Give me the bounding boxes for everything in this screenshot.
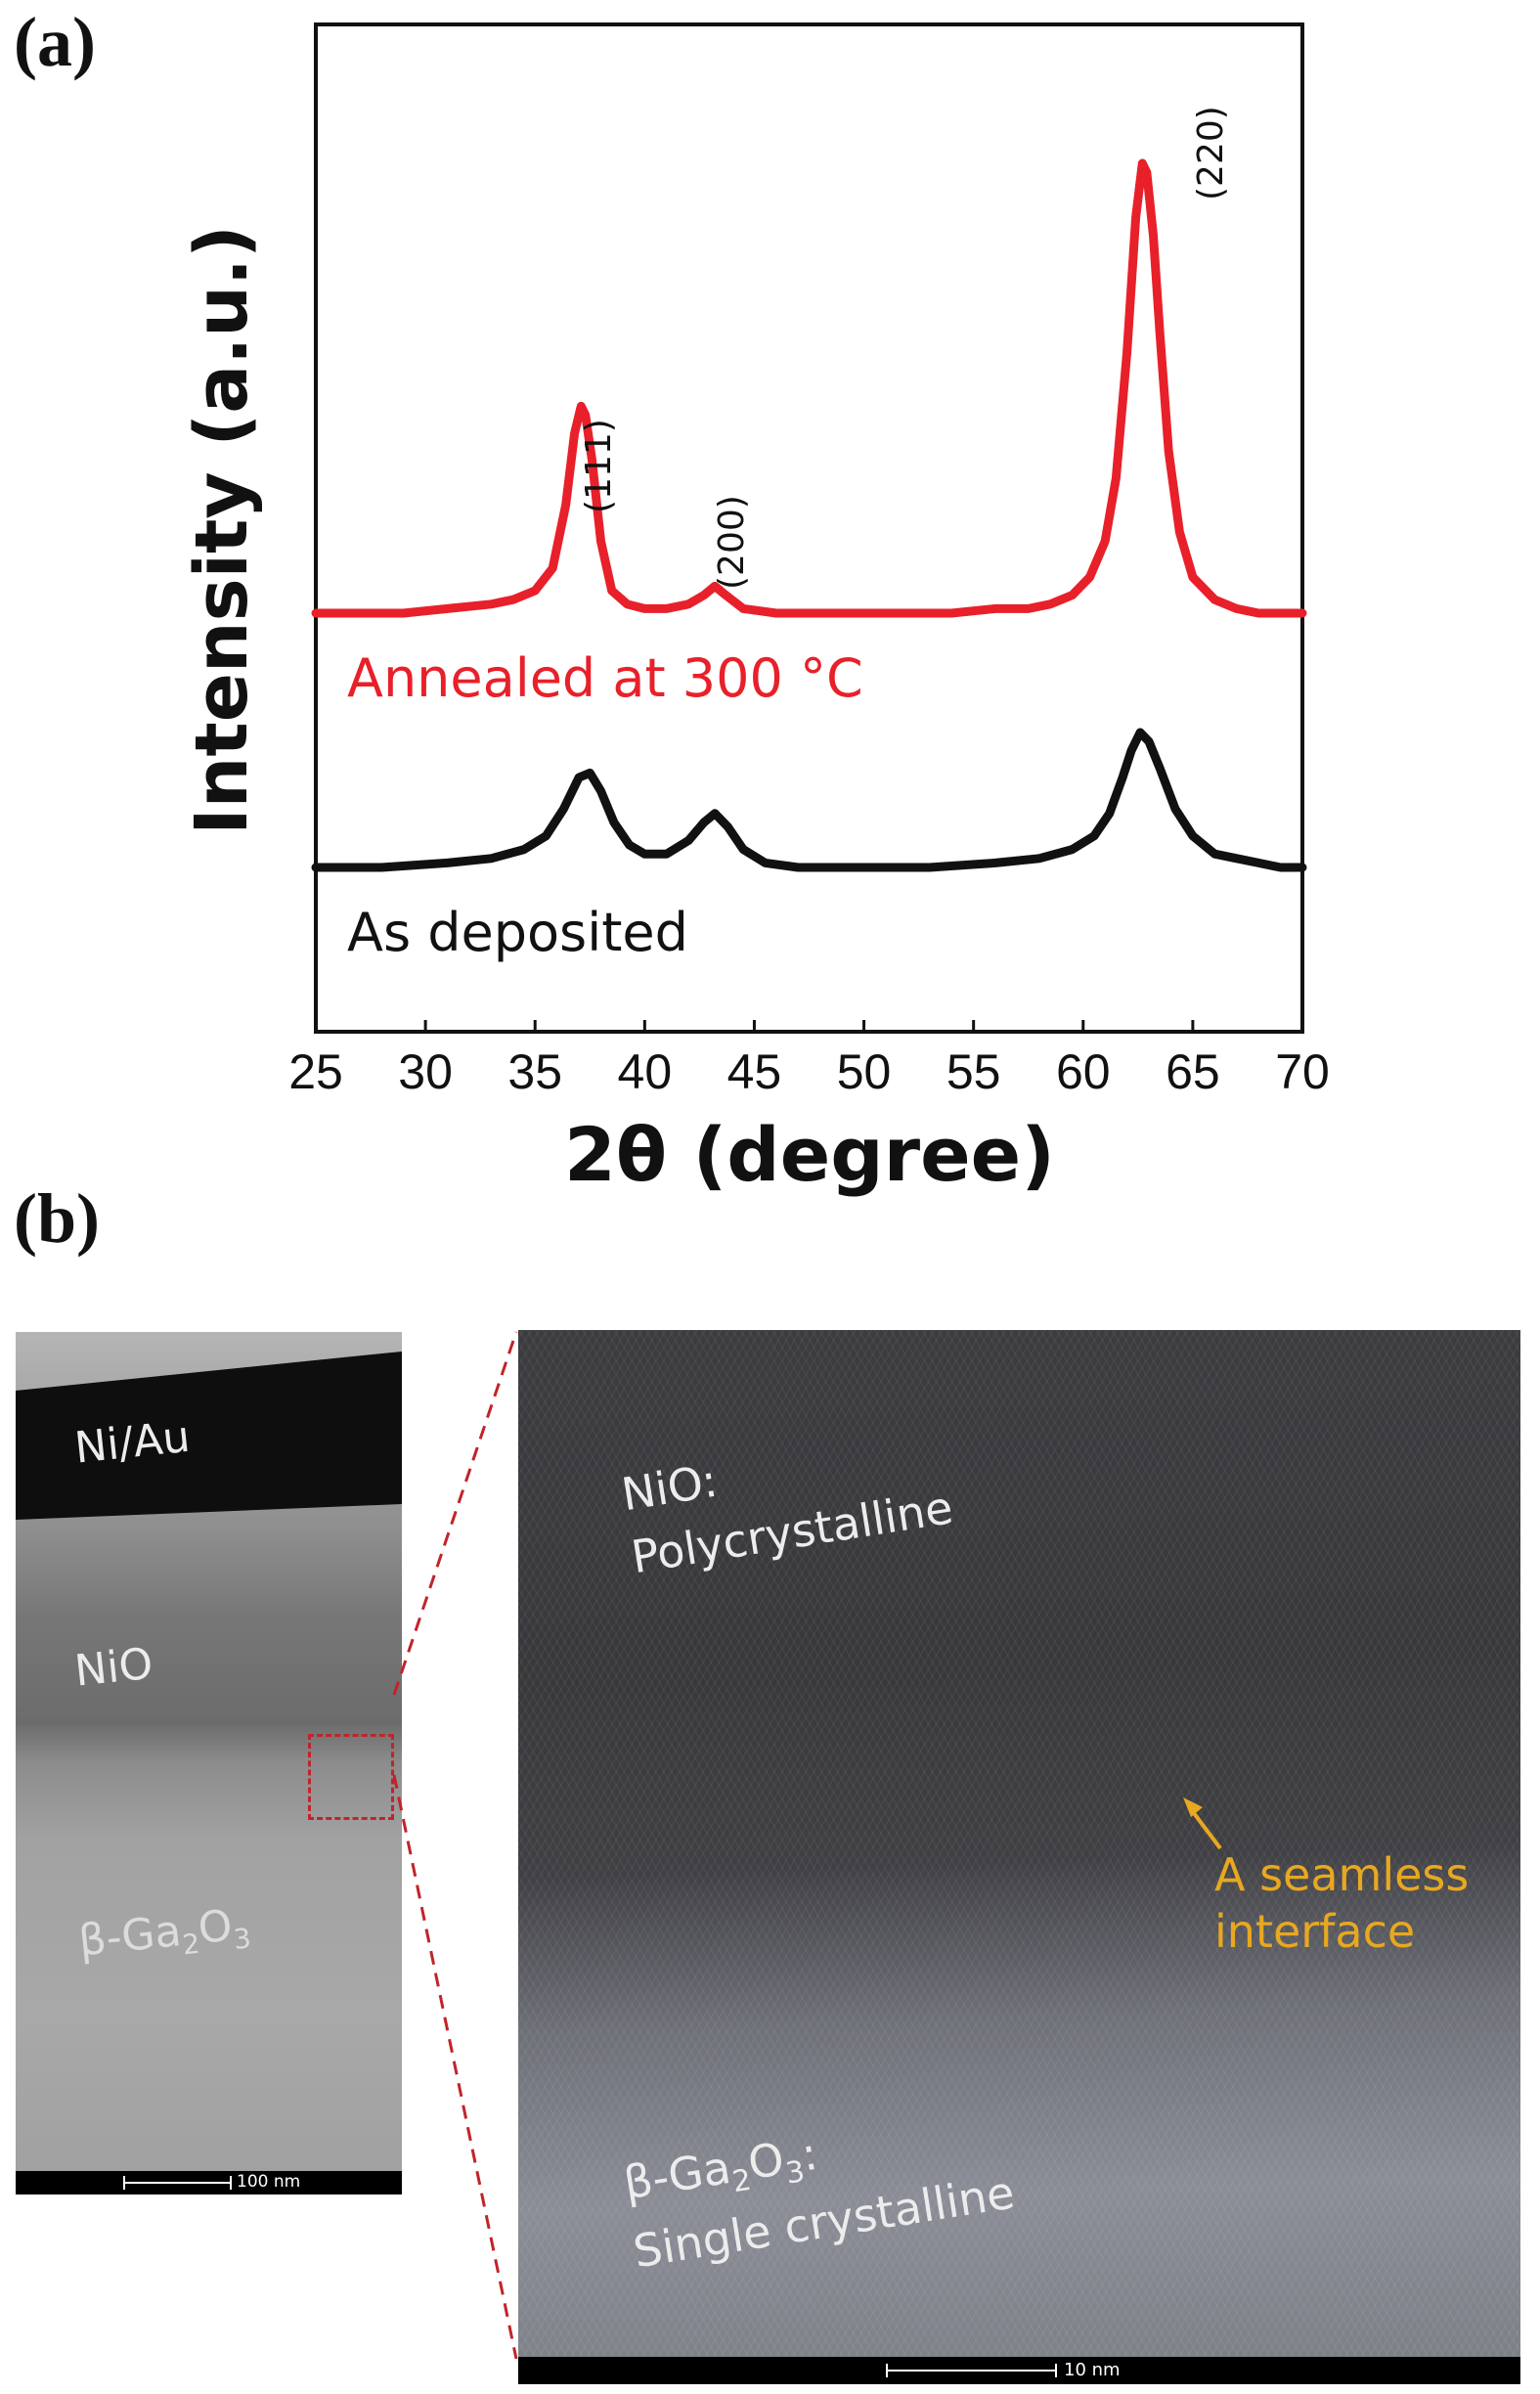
hrtem-image: NiO: Polycrystalline β-Ga2O3: Single cry… [518,1330,1520,2384]
panel-a-label: (a) [14,3,96,81]
x-tick-label: 60 [1056,1044,1111,1099]
x-tick-label: 30 [398,1044,453,1099]
x-tick-label: 70 [1275,1044,1330,1099]
scalebar-right-text: 10 nm [1064,2360,1121,2380]
zoom-region-box [308,1734,394,1820]
scalebar-left: 100 nm [16,2171,402,2194]
scalebar-right: 10 nm [518,2357,1520,2384]
xrd-chart: 25 30 35 40 45 50 55 60 65 70 2θ (degree) Intensi… [180,22,1330,1198]
x-tick-label: 65 [1166,1044,1220,1099]
series-label-as-deposited: As deposited [347,902,688,963]
interface-arrow-icon [1183,1797,1222,1850]
y-axis-title: Intensity (a.u.) [180,225,264,835]
zoom-line-top [392,1331,518,1696]
peak-label-220: (220) [1191,106,1231,200]
x-axis-title: 2θ (degree) [564,1111,1055,1198]
series-label-annealed: Annealed at 300 °C [347,647,863,709]
label-interface-2: interface [1214,1905,1416,1958]
peak-label-111: (111) [579,419,619,513]
zoom-line-bottom [392,1774,518,2360]
x-tick-label: 45 [727,1044,782,1099]
x-ticks: 25 30 35 40 45 50 55 60 65 70 [288,1020,1330,1099]
series-line-annealed [311,158,1307,618]
peak-label-200: (200) [712,495,752,590]
x-tick-label: 25 [288,1044,343,1099]
plot-frame [314,22,1304,1034]
scalebar-left-text: 100 nm [237,2172,301,2192]
tem-image-cross-section: Ni/Au NiO β-Ga2O3 100 nm [16,1332,402,2194]
label-interface-1: A seamless [1214,1848,1470,1901]
x-tick-label: 35 [507,1044,562,1099]
panel-b-label: (b) [14,1179,100,1258]
series-line-as-deposited [311,728,1307,872]
x-tick-label: 40 [618,1044,673,1099]
series-lines [311,158,1307,872]
x-tick-label: 55 [946,1044,1001,1099]
x-tick-label: 50 [837,1044,892,1099]
